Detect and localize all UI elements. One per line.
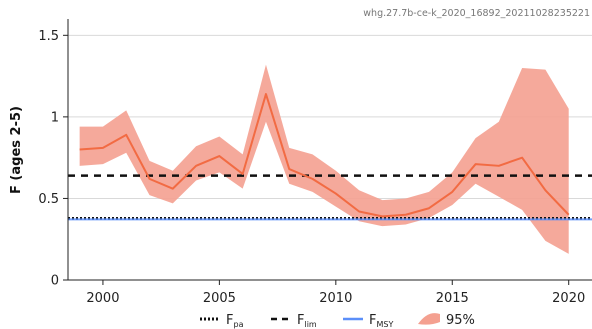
reference-lines-layer bbox=[68, 174, 592, 221]
legend-label-main: F bbox=[297, 313, 304, 328]
x-tick-label-3: 2015 bbox=[436, 291, 469, 306]
legend-label-main: F bbox=[226, 313, 233, 328]
legend-swatch-band bbox=[418, 313, 440, 325]
legend-label-subscript: lim bbox=[304, 320, 316, 329]
series-layer bbox=[79, 93, 570, 218]
legend-label-subscript: pa bbox=[233, 320, 243, 329]
axes: 0 0.5 1 1.5 2000 2005 2010 2015 2020 bbox=[38, 19, 592, 306]
legend-label-flim: Flim bbox=[297, 313, 317, 329]
legend-label-band: 95% bbox=[446, 313, 475, 328]
confidence-band-layer bbox=[79, 64, 569, 254]
x-tick-label-4: 2020 bbox=[552, 291, 585, 306]
series-line-f bbox=[79, 93, 570, 218]
y-tick-label-3: 1.5 bbox=[38, 29, 59, 44]
confidence-band-95 bbox=[79, 64, 569, 254]
y-tick-label-1: 0.5 bbox=[38, 192, 59, 207]
legend-label-fmsy: FMSY bbox=[369, 313, 393, 329]
x-tick-label-1: 2005 bbox=[203, 291, 236, 306]
y-tick-label-2: 1 bbox=[51, 110, 59, 125]
legend: Fpa Flim FMSY 95% bbox=[200, 313, 475, 329]
x-tick-label-2: 2010 bbox=[319, 291, 352, 306]
y-axis-label: F (ages 2-5) bbox=[9, 106, 24, 194]
legend-label-subscript: MSY bbox=[376, 320, 393, 329]
watermark-text: whg.27.7b-ce-k_2020_16892_20211028235221 bbox=[363, 8, 590, 19]
y-tick-label-0: 0 bbox=[51, 274, 59, 289]
legend-label-fpa: Fpa bbox=[226, 313, 244, 329]
x-tick-label-0: 2000 bbox=[86, 291, 119, 306]
legend-label-main: F bbox=[369, 313, 376, 328]
